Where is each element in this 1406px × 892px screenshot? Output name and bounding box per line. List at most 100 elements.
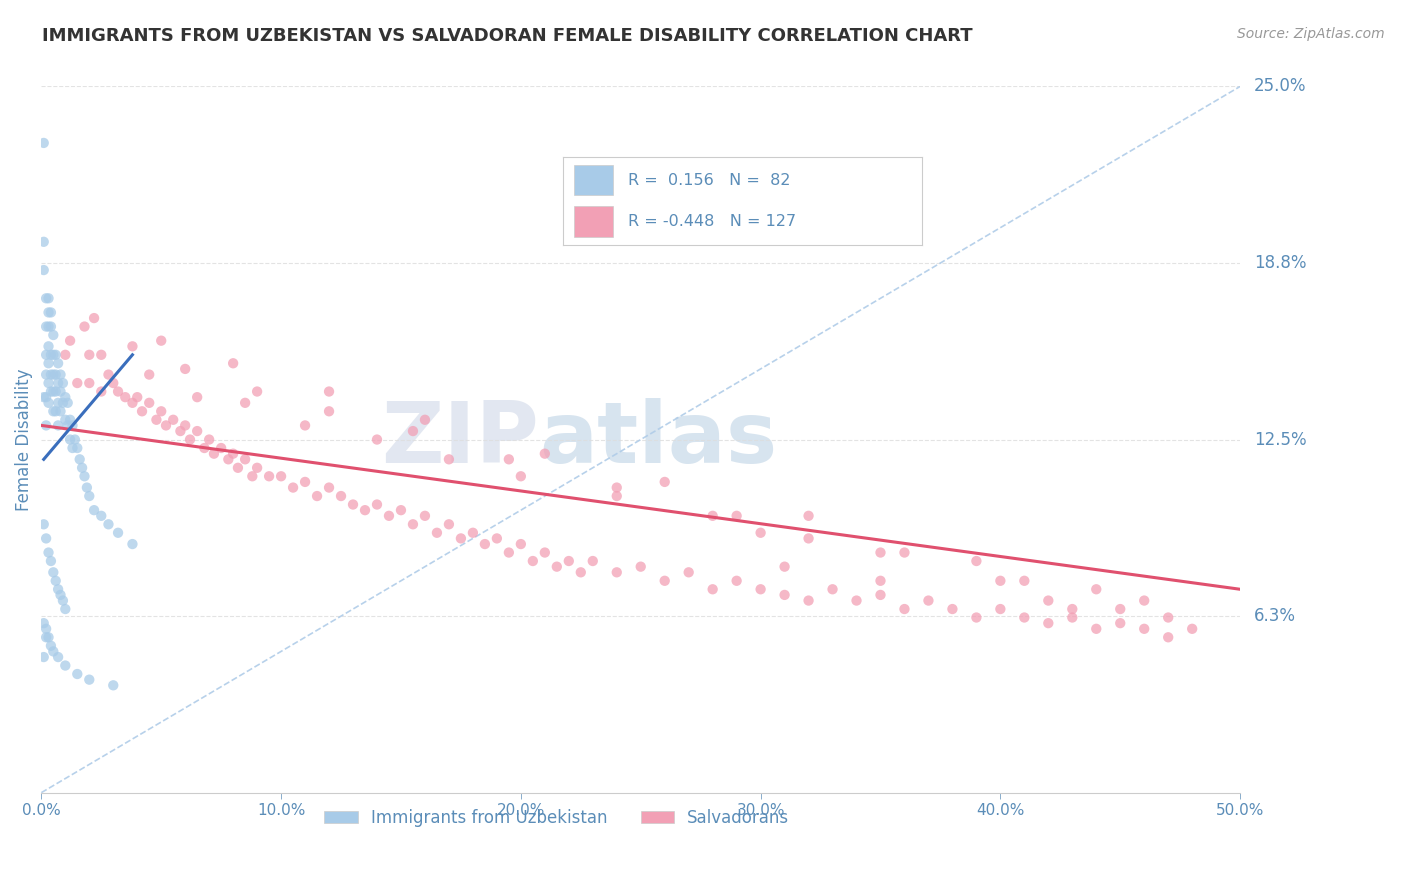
Point (46, 356, 69, 370)
Point (413, 413, 436, 427)
Point (35, 418, 58, 433)
Point (32, 650, 55, 665)
Point (1109, 616, 1132, 631)
Point (150, 334, 173, 348)
Point (294, 418, 316, 433)
Point (42, 348, 65, 362)
Point (1109, 602, 1132, 616)
Point (318, 384, 340, 399)
Point (606, 489, 628, 503)
Point (222, 447, 245, 461)
Point (654, 475, 676, 489)
Point (1157, 610, 1180, 624)
Point (702, 582, 724, 597)
Point (233, 396, 256, 410)
Point (246, 460, 269, 475)
Point (522, 554, 544, 568)
Point (1062, 602, 1084, 616)
Point (42, 404, 65, 418)
Point (32, 136, 55, 150)
Point (39, 384, 62, 399)
Point (498, 452, 520, 467)
Point (32, 235, 55, 249)
Point (127, 390, 149, 404)
Point (1014, 574, 1036, 588)
Text: Source: ZipAtlas.com: Source: ZipAtlas.com (1237, 27, 1385, 41)
Point (107, 525, 129, 540)
Point (869, 574, 891, 588)
Point (461, 525, 484, 540)
Point (69, 452, 91, 467)
Point (1038, 593, 1060, 607)
Point (42, 328, 65, 343)
Point (174, 362, 197, 376)
Point (56, 396, 79, 410)
Point (402, 517, 425, 532)
Point (402, 424, 425, 438)
Point (49, 384, 72, 399)
Point (83, 503, 105, 517)
Point (38, 305, 60, 319)
Point (845, 593, 868, 607)
Point (79, 376, 101, 390)
Point (39, 319, 62, 334)
Point (198, 433, 221, 447)
Point (35, 390, 58, 404)
Point (56, 418, 79, 433)
Point (35, 532, 58, 546)
Point (90, 508, 112, 523)
Point (39, 639, 62, 653)
Point (485, 532, 508, 546)
Point (437, 517, 460, 532)
Point (46, 582, 69, 597)
Point (35, 630, 58, 644)
Point (53, 413, 76, 427)
Point (509, 537, 531, 551)
Point (246, 384, 269, 399)
Point (38, 545, 60, 559)
Point (53, 390, 76, 404)
Y-axis label: Female Disability: Female Disability (15, 368, 32, 511)
Point (941, 602, 963, 616)
Point (73, 469, 96, 483)
Point (893, 545, 915, 559)
Text: 12.5%: 12.5% (1254, 431, 1306, 449)
Point (62, 418, 84, 433)
Point (79, 348, 101, 362)
Point (965, 610, 987, 624)
Point (38, 376, 60, 390)
Point (869, 588, 891, 602)
Point (38, 291, 60, 305)
Point (138, 396, 160, 410)
Point (121, 396, 143, 410)
Legend: Immigrants from Uzbekistan, Salvadorans: Immigrants from Uzbekistan, Salvadorans (318, 803, 796, 834)
Point (42, 368, 65, 382)
Point (49, 588, 72, 602)
Point (35, 319, 58, 334)
Point (179, 433, 201, 447)
Text: 6.3%: 6.3% (1254, 607, 1296, 625)
Point (509, 469, 531, 483)
Point (46, 396, 69, 410)
Point (582, 554, 605, 568)
Text: IMMIGRANTS FROM UZBEKISTAN VS SALVADORAN FEMALE DISABILITY CORRELATION CHART: IMMIGRANTS FROM UZBEKISTAN VS SALVADORAN… (42, 27, 973, 45)
Point (222, 356, 245, 370)
Point (534, 447, 557, 461)
Point (103, 376, 125, 390)
Point (654, 574, 676, 588)
Point (186, 390, 208, 404)
Point (1133, 622, 1156, 636)
Point (174, 418, 197, 433)
Point (413, 508, 436, 523)
Point (59, 433, 82, 447)
Point (46, 650, 69, 665)
Point (39, 305, 62, 319)
Point (97, 368, 120, 382)
Point (39, 554, 62, 568)
Point (35, 622, 58, 636)
Point (121, 537, 143, 551)
Point (270, 469, 292, 483)
Point (103, 678, 125, 692)
Point (1181, 622, 1204, 636)
Point (35, 368, 58, 382)
